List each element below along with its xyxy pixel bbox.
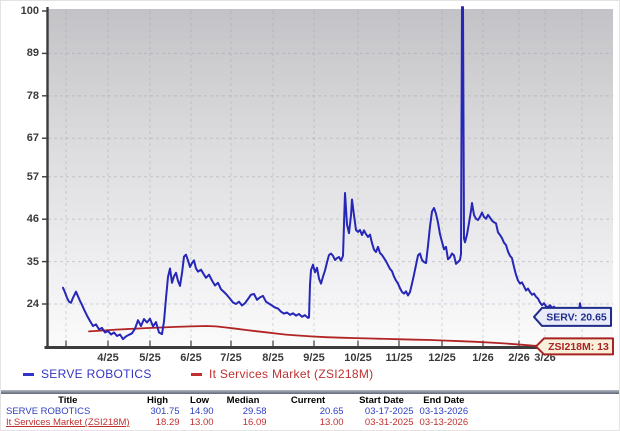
row-value: 16.09 (242, 417, 267, 428)
callout-tag (535, 337, 614, 356)
y-tick-label: 46 (26, 213, 39, 226)
chart-plot-area: SERV: 20.65 ZSI218M: 13 (42, 6, 614, 356)
row-value: 18.29 (155, 417, 180, 428)
series-line (62, 6, 584, 341)
stats-column-header: Title (58, 395, 78, 406)
y-tick-label: 78 (26, 89, 39, 102)
row-value: 03-13-2026 (419, 417, 469, 428)
row-value: 03-31-2025 (364, 417, 414, 428)
legend-swatch-icon (191, 372, 202, 376)
x-tick-label: 9/25 (303, 352, 325, 364)
row-value: 301.75 (150, 406, 180, 417)
legend-item: It Services Market (ZSI218M) (191, 367, 373, 381)
table-row: It Services Market (ZSI218M) 18.29 13.00 16… (3, 417, 471, 428)
row-value: 20.65 (319, 406, 344, 417)
x-tick-label: 10/25 (344, 352, 372, 364)
x-tick-label: 11/25 (385, 352, 413, 364)
table-separator (1, 390, 619, 394)
legend: SERVE ROBOTICS It Services Market (ZSI218… (1, 367, 619, 382)
series-line (88, 325, 550, 348)
x-tick-label: 5/25 (139, 352, 161, 364)
legend-item: SERVE ROBOTICS (23, 367, 152, 381)
row-value: 29.58 (242, 406, 267, 417)
x-tick-label: 6/25 (180, 352, 202, 364)
callout-tag (533, 306, 612, 327)
row-value: 13.00 (319, 417, 344, 428)
stats-table: Title High Low Median Current Start Date End D… (3, 395, 471, 428)
y-tick-label: 100 (20, 4, 39, 17)
row-value: 03-13-2026 (419, 406, 469, 417)
stats-column-header: High (146, 395, 169, 406)
x-tick-label: 12/25 (428, 352, 456, 364)
stats-column-header: Start Date (359, 395, 404, 406)
stats-column-header: Low (190, 395, 210, 406)
table-row: SERVE ROBOTICS 301.75 14.90 29.58 20.65 03-17… (3, 406, 471, 417)
y-tick-label: 67 (26, 132, 39, 145)
stats-column-header: End Date (423, 395, 465, 406)
stats-column-header: Current (290, 395, 326, 406)
legend-swatch-icon (23, 372, 34, 376)
legend-label: SERVE ROBOTICS (41, 367, 152, 381)
stats-table-header-row: Title High Low Median Current Start Date End D… (3, 395, 471, 406)
series-lines (62, 6, 584, 348)
plot-background (48, 9, 613, 348)
x-tick-label: 7/25 (220, 352, 242, 364)
value-callouts: SERV: 20.65 ZSI218M: 13 (533, 306, 614, 356)
y-tick-label: 89 (26, 47, 39, 60)
x-tick-label: 1/26 (472, 352, 494, 364)
y-tick-label: 57 (26, 170, 39, 183)
stats-column-header: Median (226, 395, 260, 406)
y-tick-label: 24 (26, 298, 39, 310)
row-value: 13.00 (189, 417, 214, 428)
x-tick-label: 2/26 (508, 352, 530, 364)
x-tick-label: 4/25 (97, 352, 119, 364)
x-tick-label: 8/25 (262, 352, 284, 364)
gridlines (48, 11, 613, 347)
callout-text: SERV: 20.65 (546, 311, 607, 323)
row-title: SERVE ROBOTICS (6, 406, 91, 417)
legend-label: It Services Market (ZSI218M) (209, 367, 374, 381)
callout-text: ZSI218M: 13 (548, 341, 609, 353)
y-tick-label: 35 (26, 255, 39, 268)
row-value: 03-17-2025 (364, 406, 414, 417)
row-title[interactable]: It Services Market (ZSI218M) (6, 417, 130, 428)
row-value: 14.90 (189, 406, 214, 417)
